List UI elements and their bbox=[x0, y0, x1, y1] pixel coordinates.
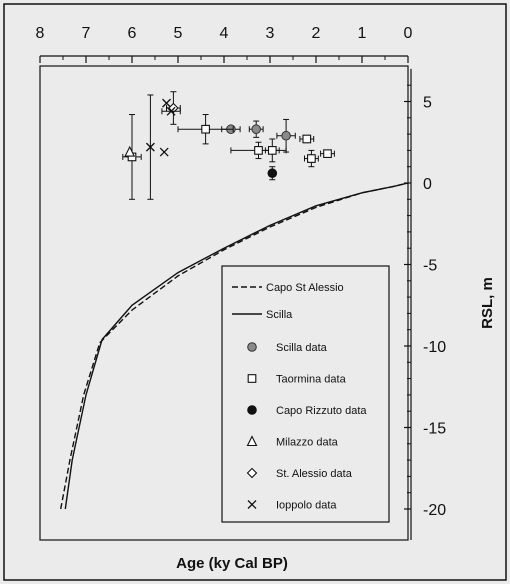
legend-marker bbox=[246, 467, 258, 479]
legend-box bbox=[221, 265, 390, 523]
y-tick-label: -10 bbox=[423, 339, 446, 356]
legend-marker bbox=[246, 435, 258, 447]
y-tick-label: 0 bbox=[423, 176, 432, 193]
data-point bbox=[307, 154, 316, 163]
legend: Capo St Alessio Scilla Scilla data Taormina… bbox=[221, 265, 390, 523]
legend-label: Scilla data bbox=[276, 342, 328, 354]
x-axis: 8 7 6 5 4 3 2 1 0 bbox=[36, 25, 413, 63]
x-tick-label: 6 bbox=[128, 25, 137, 42]
data-point bbox=[251, 124, 262, 135]
legend-label: Milazzo data bbox=[276, 437, 339, 449]
data-point bbox=[159, 147, 169, 157]
y-tick-label: -5 bbox=[423, 258, 437, 275]
y-tick-label: -20 bbox=[423, 502, 446, 519]
legend-label: Ioppolo data bbox=[276, 500, 337, 512]
cross-stroke bbox=[166, 106, 176, 116]
legend-label: Capo St Alessio bbox=[266, 282, 344, 294]
x-tick-label: 0 bbox=[404, 25, 413, 42]
y-tick-label: -15 bbox=[423, 421, 446, 438]
x-tick-label: 3 bbox=[266, 25, 275, 42]
x-tick-label: 4 bbox=[220, 25, 229, 42]
data-point bbox=[254, 146, 263, 155]
y-tick-label: 5 bbox=[423, 95, 432, 112]
data-point bbox=[267, 146, 277, 155]
legend-label: St. Alessio data bbox=[276, 468, 353, 480]
data-point bbox=[302, 134, 312, 144]
legend-label: Capo Rizzuto data bbox=[276, 405, 367, 417]
legend-label: Scilla bbox=[266, 309, 293, 321]
data-point bbox=[201, 124, 210, 134]
legend-marker bbox=[247, 500, 257, 509]
x-tick-label: 8 bbox=[36, 25, 45, 42]
legend-marker bbox=[247, 374, 257, 383]
y-axis: 5 0 -5 -10 -15 -20 bbox=[404, 68, 446, 540]
data-point bbox=[281, 130, 291, 141]
data-point bbox=[323, 149, 332, 159]
x-tick-label: 2 bbox=[312, 25, 321, 42]
x-tick-label: 7 bbox=[82, 25, 91, 42]
cross-stroke bbox=[247, 500, 257, 509]
y-axis-title: RSL, m bbox=[479, 277, 496, 329]
cross-stroke bbox=[162, 98, 171, 108]
data-point bbox=[124, 145, 136, 157]
legend-marker bbox=[247, 342, 257, 352]
cross-stroke bbox=[159, 147, 169, 157]
x-tick-label: 1 bbox=[358, 25, 367, 42]
data-point bbox=[145, 142, 155, 152]
model-curves bbox=[60, 182, 409, 510]
data-point bbox=[162, 98, 171, 108]
x-tick-label: 5 bbox=[174, 25, 183, 42]
data-point bbox=[267, 168, 278, 179]
curve-scilla bbox=[64, 182, 409, 510]
outer-frame bbox=[3, 3, 507, 581]
legend-label: Taormina data bbox=[276, 374, 347, 386]
x-axis-title: Age (ky Cal BP) bbox=[176, 555, 288, 572]
data-point bbox=[166, 106, 176, 116]
data-points bbox=[122, 91, 335, 200]
plot-frame bbox=[39, 65, 409, 541]
cross-stroke bbox=[145, 142, 155, 152]
legend-marker bbox=[247, 405, 257, 415]
